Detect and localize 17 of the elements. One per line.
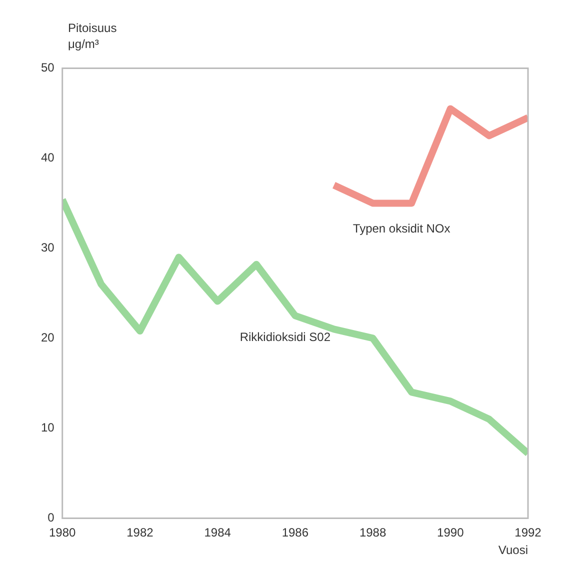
x-tick-label: 1980 [48, 526, 76, 540]
y-tick-label: 40 [40, 150, 55, 165]
series-label: Rikkidioksidi S02 [240, 330, 331, 344]
y-tick-label: 0 [48, 510, 55, 525]
y-tick-label: 10 [40, 420, 55, 435]
x-tick-label: 1990 [437, 526, 464, 540]
x-tick-label: 1992 [514, 526, 542, 540]
y-tick-label: 30 [40, 240, 55, 255]
y-tick-label: 50 [40, 60, 55, 75]
text: Typen oksidit NOx [352, 222, 450, 236]
x-tick-label: 1982 [126, 526, 154, 540]
x-tick-label: 1988 [359, 526, 386, 540]
x-tick-label: 1986 [282, 526, 309, 540]
y-axis-title: Pitoisuus μg/m³ [68, 20, 117, 52]
x-tick-label: 1984 [204, 526, 232, 540]
y-tick-label: 20 [40, 330, 55, 345]
x-axis-title: Vuosi [498, 543, 528, 558]
